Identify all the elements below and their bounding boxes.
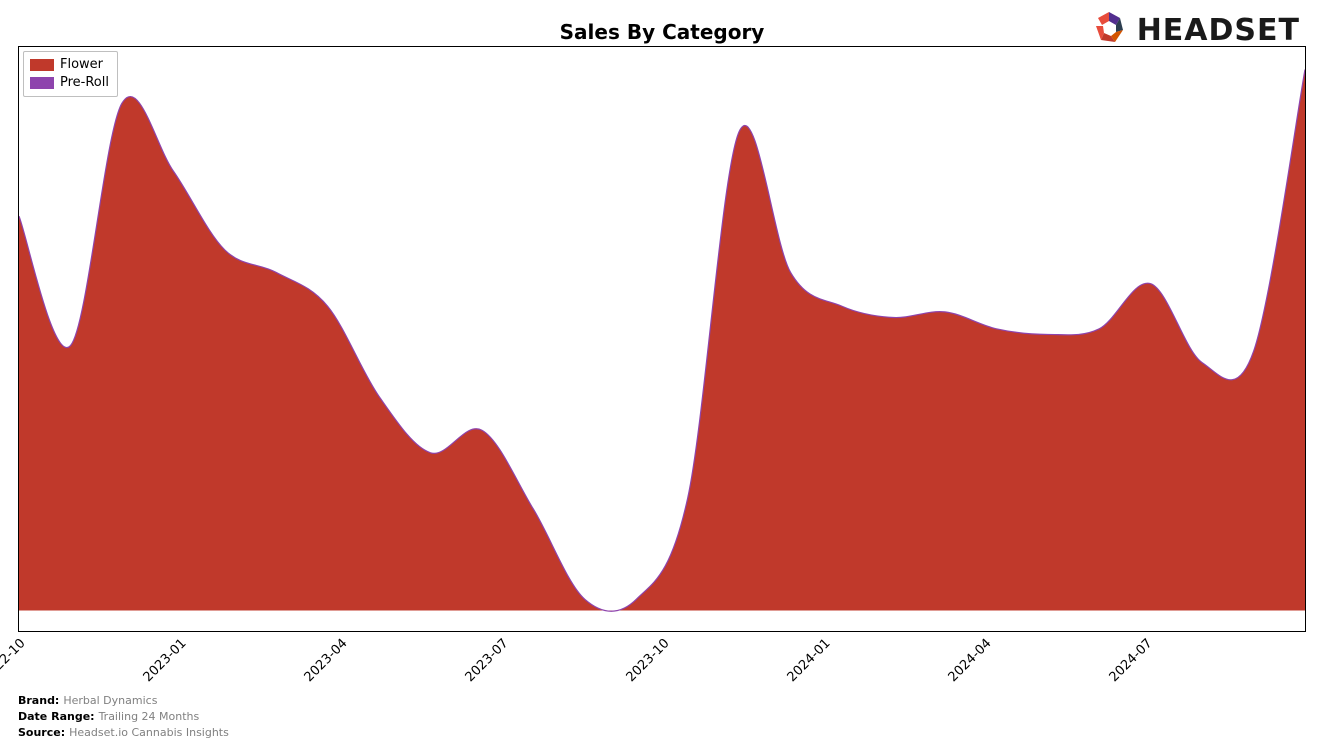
legend-item: Flower [30, 56, 109, 74]
chart-title: Sales By Category [560, 20, 765, 44]
meta-brand-label: Brand: [18, 694, 59, 707]
x-tick-label: 2024-04 [942, 636, 995, 689]
x-tick-label: 2023-04 [298, 636, 351, 689]
meta-source-value: Headset.io Cannabis Insights [69, 726, 229, 739]
x-tick-label: 2024-07 [1103, 636, 1156, 689]
meta-range: Date Range: Trailing 24 Months [18, 710, 199, 723]
logo-text: HEADSET [1137, 13, 1300, 48]
legend-label: Flower [60, 56, 103, 74]
meta-range-value: Trailing 24 Months [99, 710, 200, 723]
legend-item: Pre-Roll [30, 74, 109, 92]
x-tick-label: 2023-01 [137, 636, 190, 689]
meta-source: Source: Headset.io Cannabis Insights [18, 726, 229, 739]
legend: FlowerPre-Roll [23, 51, 118, 97]
meta-source-label: Source: [18, 726, 65, 739]
legend-swatch [30, 77, 54, 89]
series-flower [19, 70, 1305, 612]
sales-by-category-chart: FlowerPre-Roll [18, 46, 1306, 632]
x-tick-label: 2023-07 [459, 636, 512, 689]
x-tick-label: 2024-01 [781, 636, 834, 689]
x-tick-label: 2022-10 [0, 636, 29, 689]
x-tick-label: 2023-10 [620, 636, 673, 689]
meta-brand: Brand: Herbal Dynamics [18, 694, 157, 707]
legend-label: Pre-Roll [60, 74, 109, 92]
legend-swatch [30, 59, 54, 71]
meta-brand-value: Herbal Dynamics [63, 694, 157, 707]
meta-range-label: Date Range: [18, 710, 95, 723]
